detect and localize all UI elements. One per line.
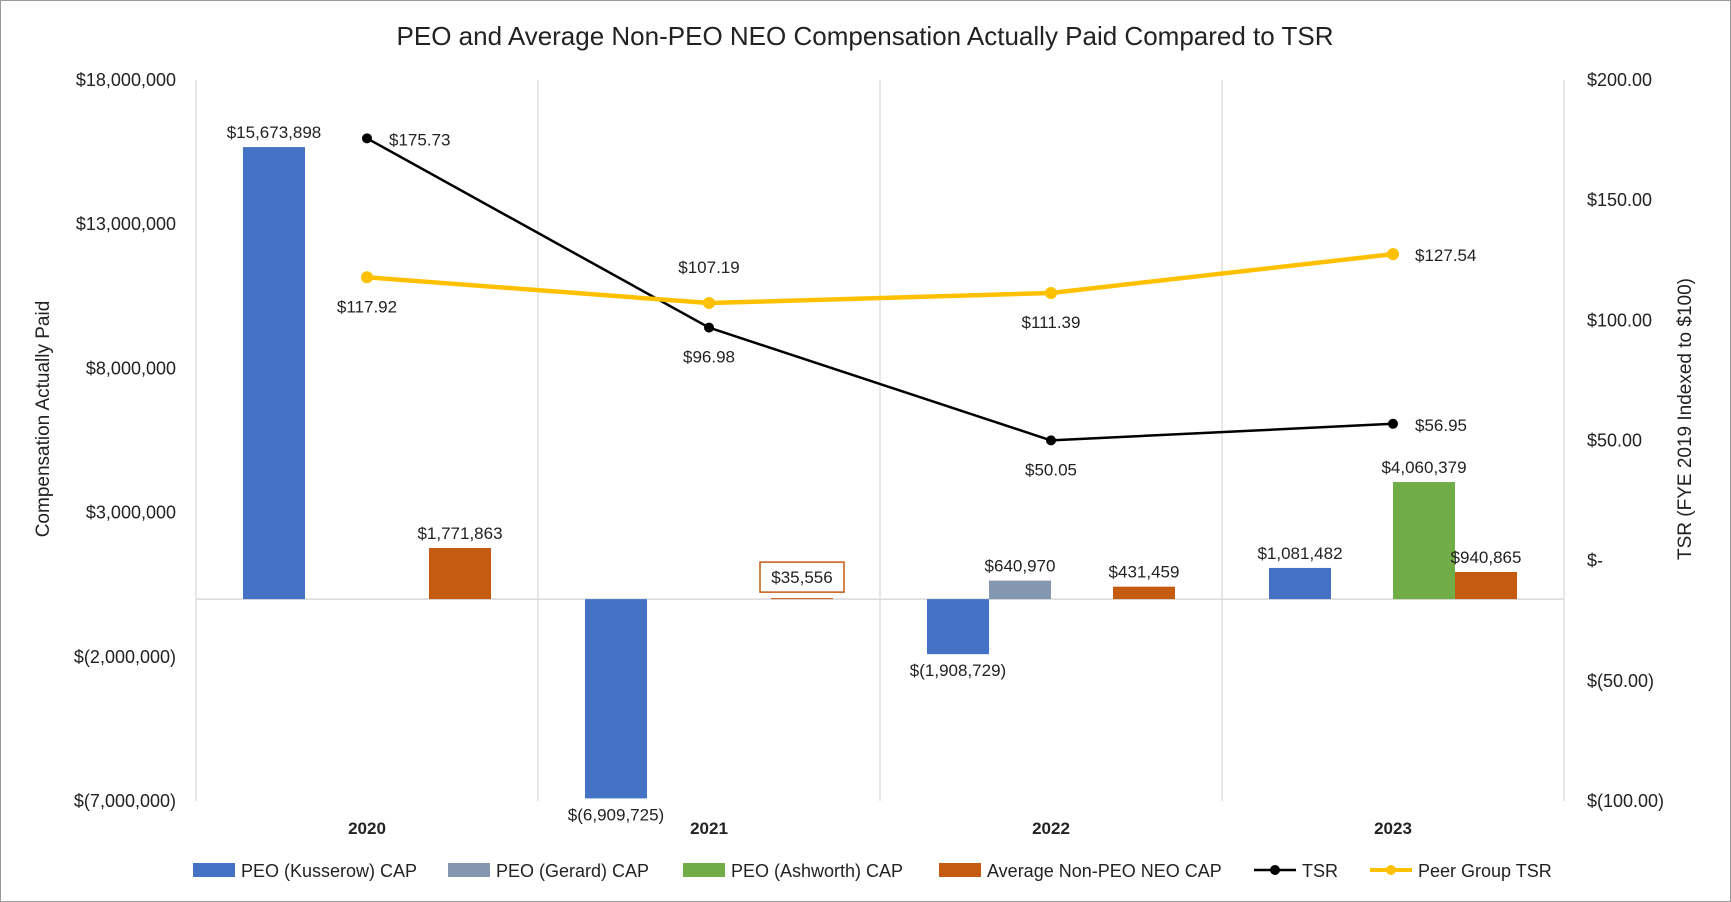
- bar-data-label: $940,865: [1451, 548, 1522, 567]
- bar-peo-ashworth-cap-2023: [1393, 482, 1455, 600]
- legend-marker: [1270, 865, 1280, 875]
- point-tsr-2022: [1046, 435, 1056, 446]
- bar-average-non-peo-neo-cap-2020: [429, 548, 491, 600]
- y2-tick-label: $200.00: [1587, 70, 1652, 90]
- legend-marker: [1386, 865, 1396, 875]
- point-peer-group-tsr-2020: [361, 271, 373, 284]
- y2-axis-title: TSR (FYE 2019 Indexed to $100): [1675, 278, 1696, 560]
- bars: [243, 147, 1517, 799]
- line-data-label: $117.92: [337, 297, 397, 316]
- bar-data-label: $15,673,898: [227, 123, 322, 142]
- bar-data-label: $1,081,482: [1257, 544, 1342, 563]
- legend-entry-label: PEO (Gerard) CAP: [496, 861, 649, 881]
- point-peer-group-tsr-2021: [703, 297, 715, 310]
- point-peer-group-tsr-2022: [1045, 286, 1057, 299]
- bar-data-label: $1,771,863: [417, 524, 502, 543]
- legend-entry-label: TSR: [1302, 861, 1338, 881]
- y-tick-label: $(7,000,000): [74, 791, 176, 811]
- bar-average-non-peo-neo-cap-2023: [1455, 571, 1517, 600]
- bar-average-non-peo-neo-cap-2021: [771, 598, 833, 600]
- line-data-label: $56.95: [1415, 416, 1467, 435]
- legend-swatch: [448, 863, 490, 877]
- line-peer-group-tsr: [366, 251, 1394, 306]
- line-data-label: $96.98: [683, 348, 735, 367]
- legend-entry-label: Average Non-PEO NEO CAP: [987, 861, 1222, 881]
- axes: $18,000,000 $13,000,000 $8,000,000 $3,000,0…: [74, 70, 1664, 838]
- legend-entry-label: PEO (Kusserow) CAP: [241, 861, 417, 881]
- y2-tick-label: $(100.00): [1587, 791, 1664, 811]
- y2-tick-label: $50.00: [1587, 431, 1642, 451]
- bar-data-label: $(1,908,729): [910, 661, 1006, 680]
- x-category-label: 2020: [348, 819, 386, 838]
- bar-peo-kusserow-cap-2023: [1269, 567, 1331, 600]
- x-category-label: 2022: [1032, 819, 1070, 838]
- bar-average-non-peo-neo-cap-2022: [1113, 586, 1175, 600]
- bar-peo-gerard-cap-2022: [989, 580, 1051, 600]
- bar-data-label: $4,060,379: [1381, 458, 1466, 477]
- line-tsr: [366, 137, 1394, 442]
- point-peer-group-tsr-2023: [1387, 248, 1399, 261]
- y-axis-title: Compensation Actually Paid: [33, 301, 54, 538]
- y2-tick-label: $150.00: [1587, 190, 1652, 210]
- legend-entry-label: PEO (Ashworth) CAP: [731, 861, 903, 881]
- line-data-label: $50.05: [1025, 460, 1077, 479]
- gridlines: [195, 80, 1565, 801]
- lines: [361, 133, 1399, 446]
- x-category-label: 2023: [1374, 819, 1412, 838]
- legend-swatch: [683, 863, 725, 877]
- bar-peo-kusserow-cap-2021: [585, 599, 647, 799]
- y2-tick-label: $100.00: [1587, 310, 1652, 330]
- y2-tick-label: $(50.00): [1587, 671, 1654, 691]
- legend: PEO (Kusserow) CAP PEO (Gerard) CAP PEO (A…: [193, 861, 1552, 881]
- legend-swatch: [193, 863, 235, 877]
- line-data-label: $107.19: [678, 258, 739, 277]
- line-data-label: $175.73: [389, 130, 450, 149]
- y2-tick-label: $-: [1587, 551, 1603, 571]
- bar-peo-kusserow-cap-2022: [927, 599, 989, 655]
- data-label-box: [759, 561, 845, 593]
- bar-data-label: $35,556: [771, 568, 832, 587]
- x-category-label: 2021: [690, 819, 728, 838]
- y-tick-label: $8,000,000: [86, 358, 176, 378]
- chart-title: PEO and Average Non-PEO NEO Compensation…: [397, 21, 1334, 51]
- bar-peo-kusserow-cap-2020: [243, 147, 305, 600]
- legend-entry-label: Peer Group TSR: [1418, 861, 1552, 881]
- line-data-label: $127.54: [1415, 246, 1476, 265]
- y-tick-label: $18,000,000: [76, 70, 176, 90]
- y-tick-label: $(2,000,000): [74, 647, 176, 667]
- point-tsr-2020: [362, 133, 372, 144]
- point-tsr-2023: [1388, 418, 1398, 429]
- y-tick-label: $3,000,000: [86, 503, 176, 523]
- y-tick-label: $13,000,000: [76, 214, 176, 234]
- line-data-label: $111.39: [1022, 313, 1081, 332]
- bar-data-label: $431,459: [1109, 563, 1180, 582]
- bar-data-label: $640,970: [985, 557, 1056, 576]
- bar-data-label: $(6,909,725): [568, 805, 664, 824]
- data-labels: $15,673,898 $(6,909,725) $(1,908,729) $1,08…: [227, 123, 1522, 824]
- legend-swatch: [939, 863, 981, 877]
- point-tsr-2021: [704, 322, 714, 333]
